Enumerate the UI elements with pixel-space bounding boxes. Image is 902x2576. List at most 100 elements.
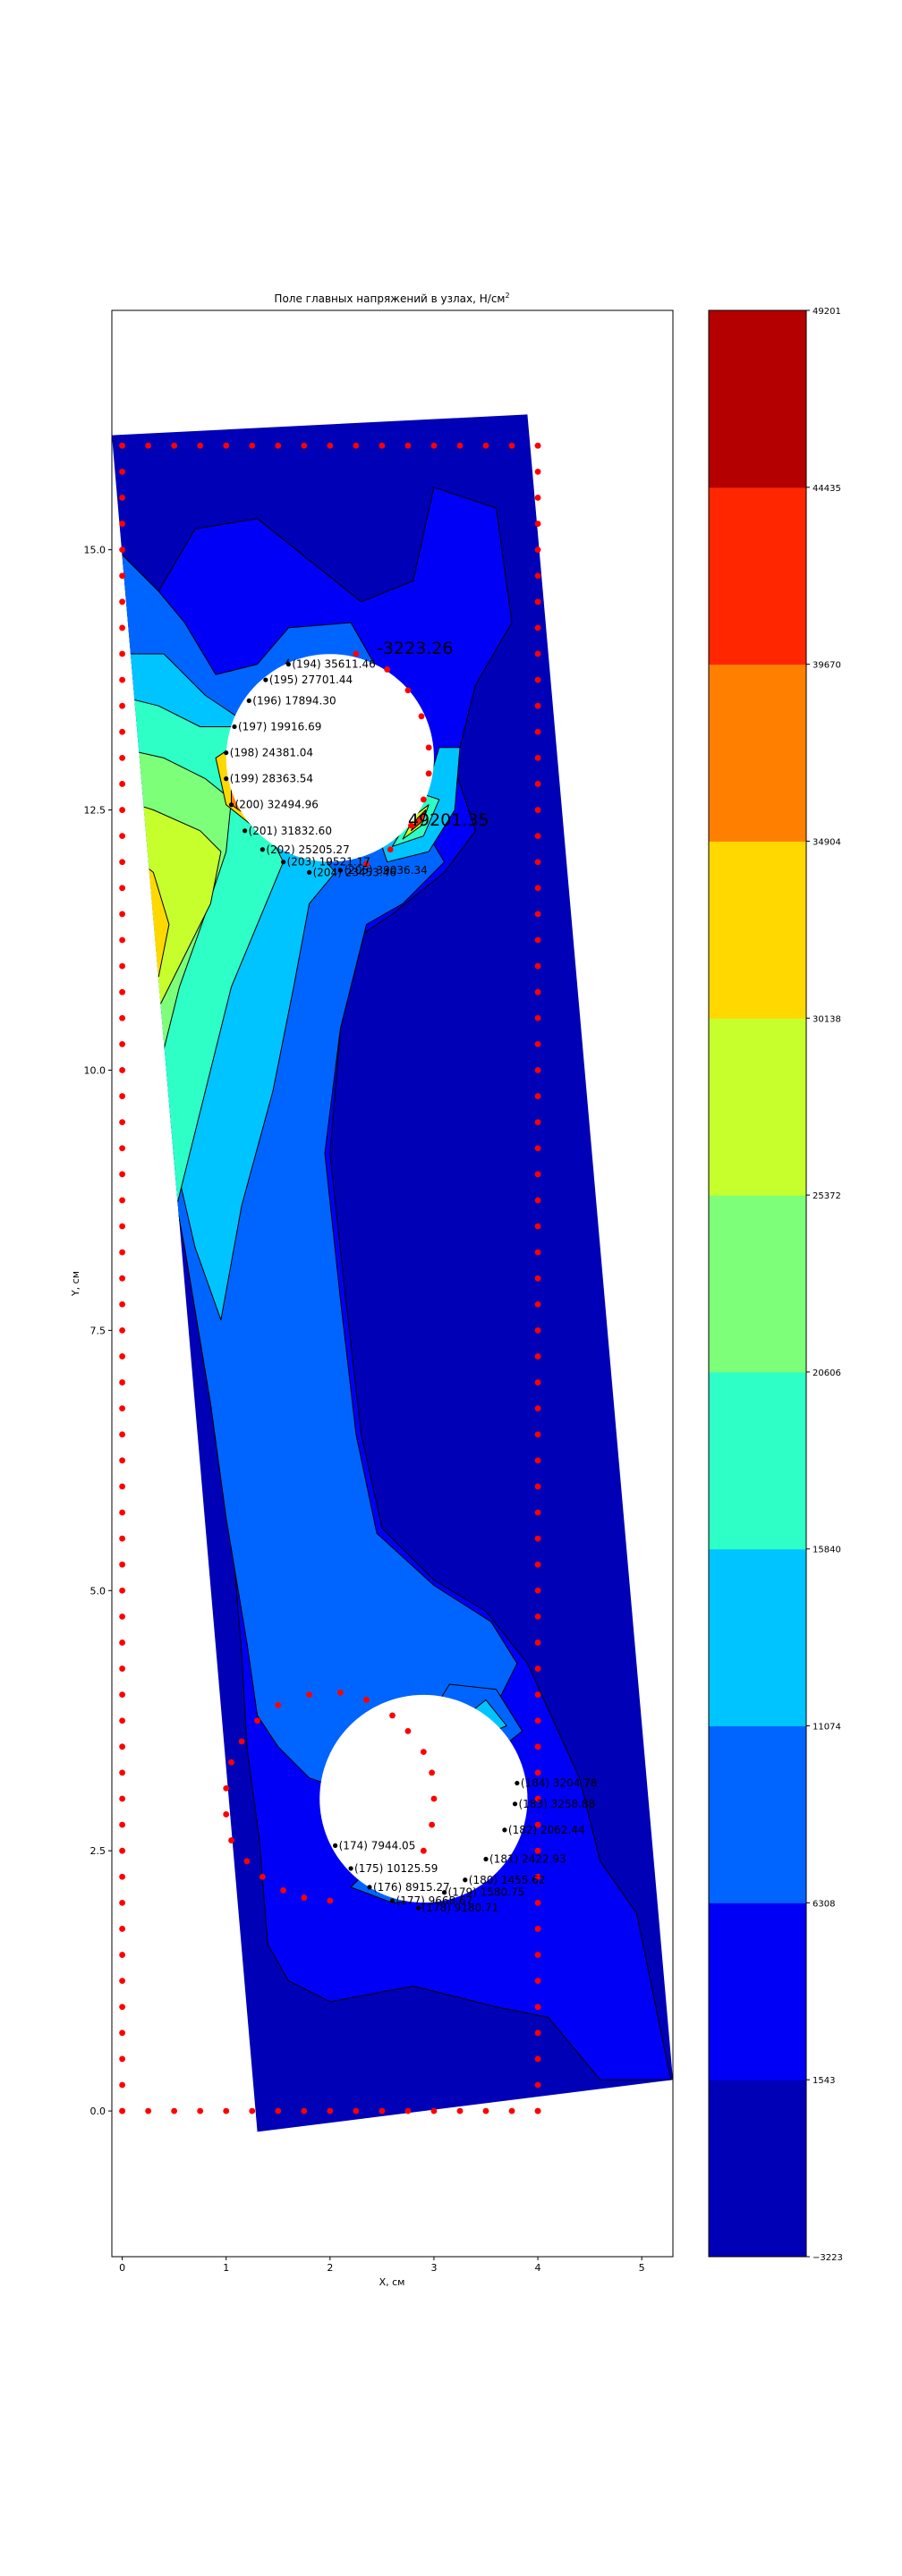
node-label: (184) 3204.78	[521, 1777, 598, 1790]
boundary-node	[482, 2107, 489, 2114]
x-tick-label: 0	[119, 2262, 125, 2274]
boundary-node	[534, 962, 541, 970]
boundary-node	[379, 2107, 386, 2114]
boundary-node	[534, 1067, 541, 1073]
hole-node	[275, 1701, 282, 1708]
labelled-node	[243, 828, 248, 834]
boundary-node	[327, 442, 334, 449]
boundary-node	[534, 442, 541, 449]
boundary-node	[119, 1926, 126, 1932]
boundary-node	[197, 442, 204, 449]
boundary-node	[534, 1873, 541, 1880]
boundary-node	[534, 911, 541, 918]
boundary-node	[119, 1483, 126, 1490]
colorbar: −3223 1543 6308 11074 15840 20606 25372 30138 34…	[708, 307, 843, 2263]
y-tick-label: 7.5	[90, 1325, 106, 1336]
boundary-node	[119, 885, 126, 892]
boundary-node	[119, 859, 126, 866]
hole-node	[337, 1689, 344, 1696]
boundary-node	[534, 2029, 541, 2037]
boundary-node	[119, 781, 126, 787]
boundary-node	[534, 1197, 541, 1204]
boundary-node	[119, 936, 126, 944]
boundary-node	[119, 1613, 126, 1620]
labelled-node	[502, 1827, 507, 1833]
hole-node	[243, 1858, 251, 1865]
boundary-node	[534, 495, 541, 501]
hole-node	[420, 1749, 427, 1756]
y-tick-label: 12.5	[84, 805, 106, 817]
boundary-node	[327, 2107, 334, 2114]
node-label: (179) 1580.75	[448, 1886, 525, 1899]
boundary-node	[119, 1457, 126, 1464]
boundary-node	[534, 1249, 541, 1256]
hole-node	[430, 1795, 438, 1802]
colorbar-segment	[709, 2080, 806, 2258]
boundary-node	[404, 442, 412, 449]
y-tick-label: 15.0	[84, 545, 106, 556]
boundary-node	[119, 1873, 126, 1880]
x-tick-label: 5	[639, 2262, 645, 2274]
boundary-node	[171, 2107, 178, 2114]
node-label: (205) 39036.34	[344, 864, 427, 877]
y-tick-label: 0.0	[90, 2106, 106, 2117]
boundary-node	[119, 833, 126, 840]
y-axis-label: Y, см	[70, 1271, 81, 1297]
boundary-node	[119, 1535, 126, 1542]
node-label: (194) 35611.46	[292, 658, 375, 671]
node-label: (203) 19521.17	[287, 856, 370, 869]
boundary-node	[119, 988, 126, 996]
labelled-node	[224, 776, 229, 782]
hole-node	[254, 1717, 260, 1724]
boundary-node	[353, 442, 360, 449]
boundary-node	[119, 2081, 126, 2089]
boundary-node	[534, 1040, 541, 1047]
boundary-node	[534, 1561, 541, 1568]
hole-node	[306, 1691, 313, 1699]
y-tick-label: 5.0	[90, 1585, 106, 1597]
boundary-node	[534, 988, 541, 996]
colorbar-segment	[709, 1548, 806, 1727]
boundary-node	[534, 1093, 541, 1099]
boundary-node	[145, 2107, 152, 2114]
labelled-node	[367, 1885, 372, 1890]
colorbar-tick-label: 44435	[813, 484, 841, 494]
labelled-node	[285, 662, 291, 667]
boundary-node	[119, 598, 126, 606]
labelled-node	[348, 1866, 353, 1871]
boundary-node	[119, 1379, 126, 1385]
boundary-node	[534, 702, 541, 709]
labelled-node	[232, 724, 237, 730]
boundary-node	[534, 1457, 541, 1464]
boundary-node	[119, 1743, 126, 1750]
boundary-node	[119, 1171, 126, 1178]
labelled-node	[515, 1780, 520, 1786]
boundary-node	[249, 442, 256, 449]
boundary-node	[534, 547, 541, 554]
boundary-node	[534, 598, 541, 606]
labelled-node	[260, 847, 265, 852]
hole-node	[238, 1738, 245, 1745]
boundary-node	[534, 1821, 541, 1828]
boundary-node	[119, 495, 126, 501]
colorbar-tick-label: 1543	[813, 2076, 835, 2086]
hole-node	[404, 687, 412, 694]
boundary-node	[119, 1197, 126, 1204]
boundary-node	[534, 1926, 541, 1932]
hole-node	[429, 1821, 436, 1828]
node-label: (198) 24381.04	[230, 747, 313, 759]
boundary-node	[119, 1014, 126, 1021]
hole	[319, 1694, 528, 1903]
boundary-node	[119, 572, 126, 580]
boundary-node	[223, 442, 230, 449]
labelled-node	[224, 750, 229, 756]
hole-node	[223, 1784, 230, 1792]
hole-node	[404, 1727, 412, 1734]
boundary-node	[534, 1847, 541, 1854]
x-tick-label: 4	[535, 2262, 541, 2274]
boundary-node	[119, 2004, 126, 2011]
hole-node	[259, 1873, 266, 1880]
boundary-node	[534, 1743, 541, 1750]
hole-node	[425, 744, 432, 751]
boundary-node	[534, 2107, 541, 2114]
